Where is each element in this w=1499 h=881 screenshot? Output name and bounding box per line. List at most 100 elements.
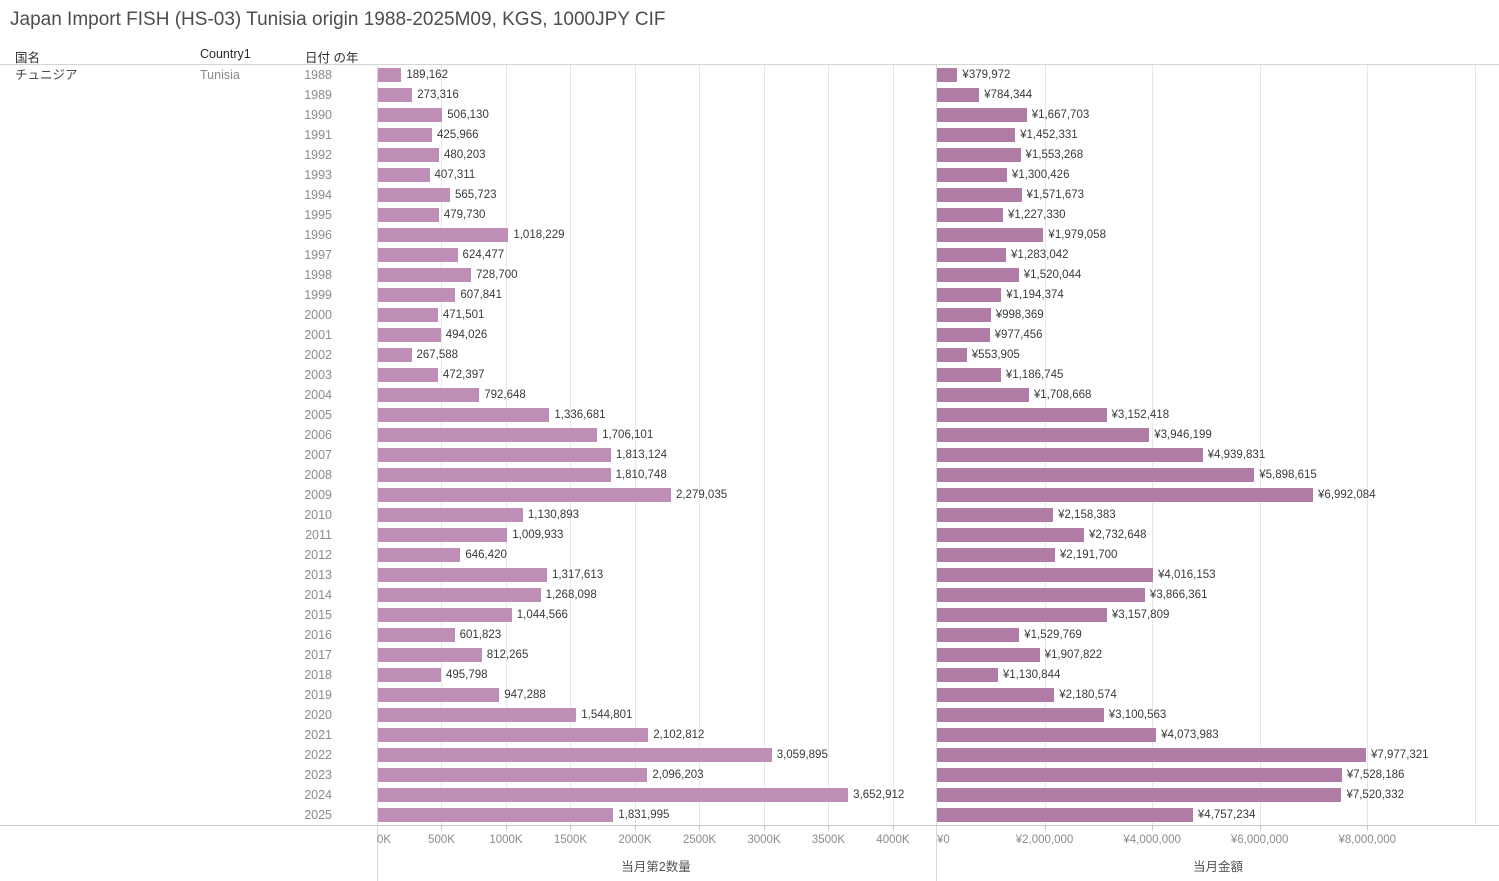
bar[interactable] (377, 168, 430, 182)
bar[interactable] (377, 388, 480, 402)
bar[interactable] (937, 468, 1255, 482)
bar[interactable] (937, 368, 1001, 382)
bar[interactable] (377, 808, 614, 822)
bar-value-label: 947,288 (504, 689, 546, 701)
year-label: 2024 (304, 788, 332, 802)
bar[interactable] (377, 488, 671, 502)
bar[interactable] (377, 268, 471, 282)
bar[interactable] (937, 288, 1002, 302)
bar[interactable] (937, 168, 1007, 182)
bar[interactable] (377, 368, 438, 382)
bar-value-label: ¥4,073,983 (1161, 729, 1219, 741)
bar-value-label: ¥3,946,199 (1154, 429, 1212, 441)
bar[interactable] (937, 348, 967, 362)
bar[interactable] (377, 308, 438, 322)
bar[interactable] (377, 188, 450, 202)
bar[interactable] (937, 808, 1193, 822)
bar[interactable] (937, 448, 1203, 462)
bar[interactable] (377, 348, 412, 362)
bar[interactable] (377, 728, 649, 742)
bar[interactable] (377, 208, 439, 222)
bar-value-label: ¥2,191,700 (1059, 549, 1118, 561)
bar[interactable] (377, 508, 523, 522)
bar[interactable] (937, 148, 1021, 162)
table-row: 2,279,035 (377, 485, 935, 505)
bar[interactable] (377, 68, 402, 82)
bar-value-label: 267,588 (416, 349, 459, 361)
bar[interactable] (377, 248, 458, 262)
bar[interactable] (377, 568, 547, 582)
gridline (1152, 65, 1154, 825)
bar[interactable] (937, 728, 1157, 742)
bar[interactable] (937, 88, 980, 102)
bar[interactable] (937, 768, 1342, 782)
bar[interactable] (937, 508, 1054, 522)
bar[interactable] (937, 308, 991, 322)
bar[interactable] (377, 408, 550, 422)
bar-value-label: ¥5,898,615 (1259, 469, 1317, 481)
bar[interactable] (377, 628, 455, 642)
bar[interactable] (377, 328, 441, 342)
bar[interactable] (937, 488, 1314, 502)
year-label: 1996 (304, 228, 332, 242)
year-label: 2023 (304, 768, 332, 782)
bar[interactable] (937, 528, 1084, 542)
bar[interactable] (937, 568, 1153, 582)
bar-value-label: 1,706,101 (602, 429, 654, 441)
bar[interactable] (377, 468, 611, 482)
bar[interactable] (937, 608, 1107, 622)
bar[interactable] (377, 528, 508, 542)
bar[interactable] (937, 708, 1104, 722)
bar[interactable] (937, 748, 1367, 762)
bar[interactable] (377, 648, 482, 662)
bar[interactable] (937, 388, 1029, 402)
bar[interactable] (377, 448, 611, 462)
bar[interactable] (377, 428, 598, 442)
bar[interactable] (377, 668, 441, 682)
bar[interactable] (377, 688, 500, 702)
bar[interactable] (377, 288, 456, 302)
bar-value-label: ¥977,456 (994, 329, 1043, 341)
bar[interactable] (377, 128, 432, 142)
bar-value-label: 646,420 (465, 549, 507, 561)
bar[interactable] (937, 108, 1027, 122)
bar[interactable] (377, 608, 512, 622)
bar[interactable] (937, 228, 1044, 242)
bar[interactable] (377, 108, 443, 122)
bar[interactable] (937, 188, 1022, 202)
bar[interactable] (377, 148, 439, 162)
bar[interactable] (937, 628, 1020, 642)
bar[interactable] (937, 548, 1055, 562)
bar[interactable] (377, 708, 577, 722)
bar[interactable] (937, 588, 1145, 602)
bar[interactable] (937, 128, 1016, 142)
bar[interactable] (937, 788, 1342, 802)
bar[interactable] (377, 588, 541, 602)
table-row: 1,831,995 (377, 805, 935, 825)
bar[interactable] (937, 268, 1019, 282)
bar[interactable] (937, 408, 1107, 422)
year-label: 1990 (304, 108, 332, 122)
bar[interactable] (937, 328, 990, 342)
bar[interactable] (937, 428, 1150, 442)
bar[interactable] (377, 788, 849, 802)
table-row: ¥1,300,426 (937, 165, 1499, 185)
bar[interactable] (377, 768, 648, 782)
bar[interactable] (377, 748, 772, 762)
table-row: 1,317,613 (377, 565, 935, 585)
bar[interactable] (377, 548, 461, 562)
bar-value-label: ¥784,344 (984, 89, 1033, 101)
table-row: ¥1,553,268 (937, 145, 1499, 165)
bar[interactable] (377, 228, 509, 242)
year-column: 1988 1989 1990 1991 1992 1993 1994 1995 1996 1997… (283, 65, 332, 825)
amount-pane: ¥379,972 ¥784,344 ¥1,667,703 ¥1,452,331 ¥1,5… (937, 65, 1499, 825)
bar[interactable] (937, 248, 1006, 262)
bar[interactable] (937, 688, 1055, 702)
bar[interactable] (377, 88, 413, 102)
bar[interactable] (937, 68, 958, 82)
table-row: ¥7,520,332 (937, 785, 1499, 805)
bar[interactable] (937, 648, 1040, 662)
quantity-axis-title: 当月第2数量 (621, 860, 691, 874)
bar[interactable] (937, 208, 1003, 222)
bar[interactable] (937, 668, 998, 682)
